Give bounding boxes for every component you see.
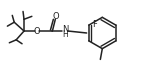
Text: O: O (33, 27, 40, 36)
Text: F: F (92, 20, 97, 29)
Text: N: N (62, 25, 68, 34)
Text: H: H (62, 30, 68, 39)
Text: O: O (53, 12, 60, 21)
